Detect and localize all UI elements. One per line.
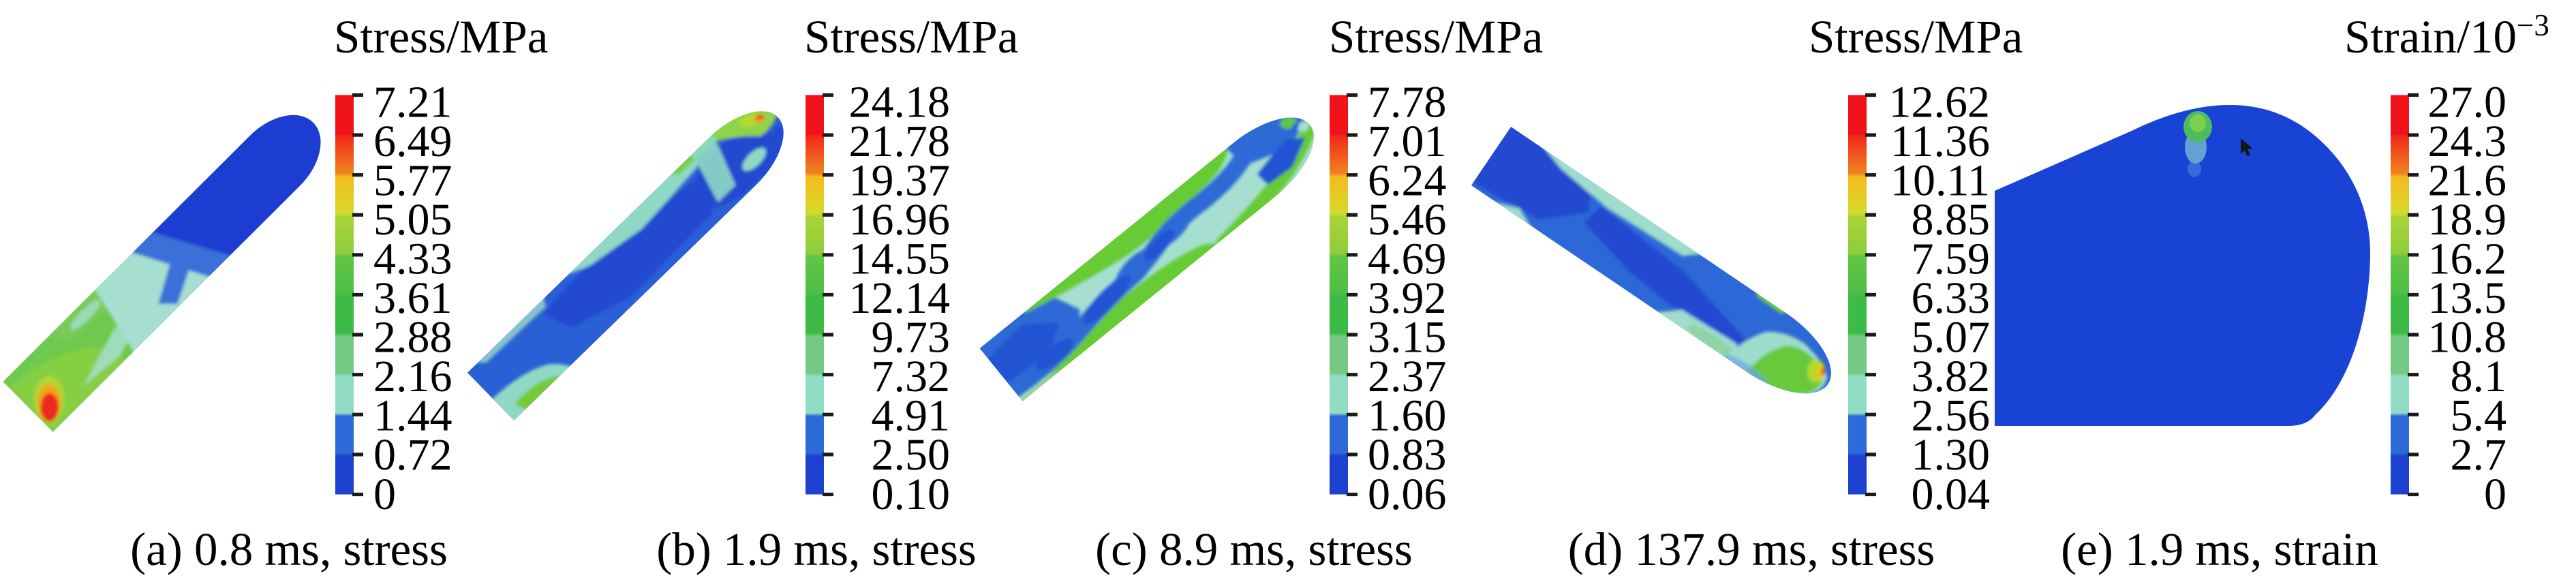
svg-text:6.24: 6.24 — [1368, 155, 1447, 205]
svg-text:4.69: 4.69 — [1368, 234, 1447, 284]
svg-text:Stress/MPa: Stress/MPa — [1329, 11, 1543, 63]
svg-text:(c) 8.9 ms, stress: (c) 8.9 ms, stress — [1095, 523, 1413, 575]
svg-text:(a) 0.8 ms, stress: (a) 0.8 ms, stress — [130, 523, 448, 575]
svg-text:3.82: 3.82 — [1912, 352, 1991, 401]
svg-text:3.92: 3.92 — [1368, 273, 1447, 323]
svg-text:Stress/MPa: Stress/MPa — [804, 11, 1018, 63]
svg-text:10.11: 10.11 — [1890, 155, 1990, 205]
svg-text:24.18: 24.18 — [849, 77, 951, 127]
svg-text:4.33: 4.33 — [373, 234, 453, 284]
svg-text:5.4: 5.4 — [2451, 391, 2507, 441]
svg-text:1.44: 1.44 — [373, 391, 453, 441]
svg-text:1.60: 1.60 — [1368, 391, 1447, 441]
svg-text:12.14: 12.14 — [849, 273, 951, 323]
svg-text:4.91: 4.91 — [872, 391, 951, 441]
svg-text:0.10: 0.10 — [872, 470, 951, 519]
svg-text:3.15: 3.15 — [1368, 313, 1447, 363]
svg-text:5.46: 5.46 — [1368, 195, 1447, 245]
svg-text:7.01: 7.01 — [1368, 117, 1447, 166]
svg-text:5.77: 5.77 — [373, 155, 453, 205]
svg-text:Stress/MPa: Stress/MPa — [1809, 11, 2023, 63]
svg-text:Stress/MPa: Stress/MPa — [334, 11, 548, 63]
svg-text:7.59: 7.59 — [1912, 234, 1991, 284]
svg-text:27.0: 27.0 — [2428, 77, 2507, 127]
svg-text:(e) 1.9 ms, strain: (e) 1.9 ms, strain — [2061, 523, 2378, 575]
svg-text:0.72: 0.72 — [373, 430, 453, 480]
svg-text:0: 0 — [2484, 470, 2506, 519]
svg-text:10.8: 10.8 — [2428, 313, 2507, 363]
svg-text:2.88: 2.88 — [373, 313, 453, 363]
svg-text:5.05: 5.05 — [373, 195, 453, 245]
svg-text:0.04: 0.04 — [1912, 470, 1991, 519]
svg-text:0.83: 0.83 — [1368, 430, 1447, 480]
svg-text:3.61: 3.61 — [373, 273, 453, 323]
svg-text:5.07: 5.07 — [1912, 313, 1991, 363]
svg-text:Strain/10−3: Strain/10−3 — [2344, 8, 2549, 63]
svg-text:21.78: 21.78 — [849, 117, 951, 166]
svg-text:0.06: 0.06 — [1368, 470, 1447, 519]
svg-text:7.21: 7.21 — [373, 77, 453, 127]
svg-text:1.30: 1.30 — [1912, 430, 1991, 480]
svg-text:7.32: 7.32 — [872, 352, 951, 401]
svg-text:(d) 137.9 ms, stress: (d) 137.9 ms, stress — [1568, 523, 1935, 575]
svg-text:0: 0 — [373, 470, 396, 519]
svg-text:6.49: 6.49 — [373, 117, 453, 166]
svg-text:19.37: 19.37 — [849, 155, 951, 205]
svg-text:14.55: 14.55 — [849, 234, 951, 284]
svg-text:11.36: 11.36 — [1890, 117, 1990, 166]
svg-text:21.6: 21.6 — [2428, 155, 2507, 205]
svg-text:2.37: 2.37 — [1368, 352, 1447, 401]
svg-text:8.1: 8.1 — [2451, 352, 2507, 401]
svg-text:2.50: 2.50 — [872, 430, 951, 480]
svg-text:24.3: 24.3 — [2428, 117, 2507, 166]
svg-text:16.2: 16.2 — [2428, 234, 2507, 284]
svg-text:2.7: 2.7 — [2451, 430, 2507, 480]
svg-text:16.96: 16.96 — [849, 195, 951, 245]
svg-text:12.62: 12.62 — [1889, 77, 1991, 127]
svg-text:2.16: 2.16 — [373, 352, 453, 401]
svg-text:8.85: 8.85 — [1912, 195, 1991, 245]
svg-text:13.5: 13.5 — [2428, 273, 2507, 323]
svg-text:6.33: 6.33 — [1912, 273, 1991, 323]
svg-text:2.56: 2.56 — [1912, 391, 1991, 441]
svg-text:(b) 1.9 ms, stress: (b) 1.9 ms, stress — [656, 523, 977, 575]
svg-text:7.78: 7.78 — [1368, 77, 1447, 127]
svg-text:18.9: 18.9 — [2428, 195, 2507, 245]
svg-text:9.73: 9.73 — [872, 313, 951, 363]
